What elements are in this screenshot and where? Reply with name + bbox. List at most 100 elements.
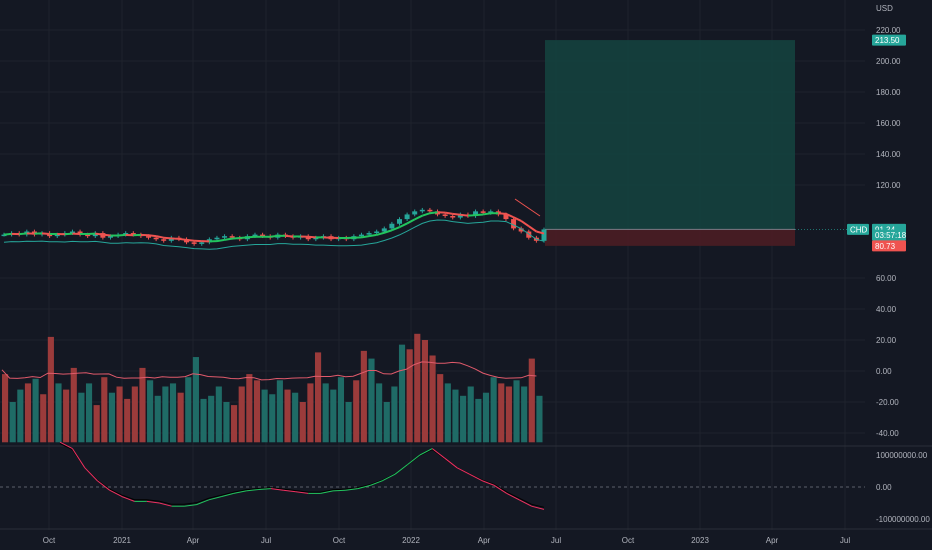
price-tag[interactable] xyxy=(872,34,906,46)
candle[interactable] xyxy=(480,211,486,213)
candle[interactable] xyxy=(488,211,494,213)
candle[interactable] xyxy=(161,239,167,241)
histogram-bar[interactable] xyxy=(414,333,421,443)
candle[interactable] xyxy=(419,209,425,212)
histogram-bar[interactable] xyxy=(322,383,329,443)
histogram-pane[interactable] xyxy=(1,333,543,443)
histogram-bar[interactable] xyxy=(162,386,169,443)
histogram-bar[interactable] xyxy=(513,380,520,443)
candle[interactable] xyxy=(153,237,159,240)
histogram-bar[interactable] xyxy=(131,386,138,443)
candle[interactable] xyxy=(222,236,228,238)
histogram-bar[interactable] xyxy=(498,383,505,443)
candle[interactable] xyxy=(260,234,266,237)
histogram-bar[interactable] xyxy=(330,389,337,443)
histogram-bar[interactable] xyxy=(292,392,299,443)
oscillator-pane[interactable] xyxy=(0,441,865,510)
histogram-bar[interactable] xyxy=(437,374,444,443)
candle[interactable] xyxy=(54,234,60,237)
histogram-bar[interactable] xyxy=(24,383,32,443)
histogram-bar[interactable] xyxy=(147,380,154,443)
candle[interactable] xyxy=(252,234,258,237)
histogram-bar[interactable] xyxy=(460,395,467,443)
histogram-bar[interactable] xyxy=(307,383,314,443)
candle[interactable] xyxy=(191,242,197,244)
candle[interactable] xyxy=(442,214,448,216)
candle[interactable] xyxy=(389,223,395,229)
histogram-bar[interactable] xyxy=(55,383,62,443)
histogram-bar[interactable] xyxy=(475,398,482,443)
histogram-bar[interactable] xyxy=(215,386,222,443)
histogram-bar[interactable] xyxy=(490,377,497,443)
candle[interactable] xyxy=(374,231,380,234)
target-zone[interactable] xyxy=(545,40,795,230)
candle[interactable] xyxy=(511,219,517,229)
price-pane[interactable] xyxy=(1,40,866,250)
candle[interactable] xyxy=(358,234,364,237)
candle[interactable] xyxy=(412,211,418,215)
histogram-bar[interactable] xyxy=(299,402,306,443)
histogram-bar[interactable] xyxy=(376,383,383,443)
histogram-bar[interactable] xyxy=(505,386,512,443)
histogram-bar[interactable] xyxy=(78,392,85,443)
candle[interactable] xyxy=(473,211,479,216)
histogram-bar[interactable] xyxy=(223,402,230,443)
histogram-bar[interactable] xyxy=(284,389,291,443)
candle[interactable] xyxy=(123,233,129,235)
candle[interactable] xyxy=(457,214,463,218)
histogram-bar[interactable] xyxy=(337,377,345,443)
candle[interactable] xyxy=(85,234,91,237)
histogram-bar[interactable] xyxy=(482,392,490,443)
candle[interactable] xyxy=(366,233,372,235)
histogram-bar[interactable] xyxy=(169,383,177,443)
histogram-bar[interactable] xyxy=(93,405,100,443)
histogram-bar[interactable] xyxy=(70,367,77,443)
histogram-bar[interactable] xyxy=(467,386,474,443)
candle[interactable] xyxy=(313,237,319,240)
histogram-bar[interactable] xyxy=(40,394,47,443)
histogram-bar[interactable] xyxy=(124,398,131,443)
candle[interactable] xyxy=(199,242,205,244)
histogram-bar[interactable] xyxy=(360,350,367,443)
histogram-bar[interactable] xyxy=(353,380,360,443)
histogram-bar[interactable] xyxy=(253,380,261,443)
histogram-bar[interactable] xyxy=(269,394,276,443)
histogram-bar[interactable] xyxy=(345,402,352,443)
histogram-bar[interactable] xyxy=(2,374,9,443)
candle[interactable] xyxy=(404,214,410,220)
histogram-bar[interactable] xyxy=(391,386,398,443)
histogram-bar[interactable] xyxy=(32,378,39,443)
histogram-bar[interactable] xyxy=(383,402,390,443)
candle[interactable] xyxy=(107,236,113,238)
candle[interactable] xyxy=(24,231,30,235)
histogram-bar[interactable] xyxy=(314,352,322,443)
histogram-bar[interactable] xyxy=(108,392,116,443)
histogram-bar[interactable] xyxy=(429,355,436,443)
histogram-bar[interactable] xyxy=(47,336,54,443)
candle[interactable] xyxy=(229,236,235,238)
candle[interactable] xyxy=(214,237,220,240)
histogram-bar[interactable] xyxy=(421,340,428,443)
histogram-bar[interactable] xyxy=(528,358,535,443)
histogram-bar[interactable] xyxy=(177,392,184,443)
histogram-bar[interactable] xyxy=(246,374,253,443)
histogram-bar[interactable] xyxy=(398,344,406,443)
histogram-bar[interactable] xyxy=(276,380,283,443)
histogram-bar[interactable] xyxy=(444,383,451,443)
histogram-bar[interactable] xyxy=(192,357,199,443)
candle[interactable] xyxy=(381,228,387,232)
candle[interactable] xyxy=(130,233,136,235)
histogram-bar[interactable] xyxy=(261,389,268,443)
histogram-bar[interactable] xyxy=(521,386,528,443)
histogram-bar[interactable] xyxy=(368,358,375,443)
candle[interactable] xyxy=(541,229,547,241)
histogram-bar[interactable] xyxy=(139,367,146,443)
price-tag[interactable] xyxy=(872,240,906,252)
symbol-badge[interactable] xyxy=(847,223,869,235)
candle[interactable] xyxy=(427,209,433,212)
histogram-bar[interactable] xyxy=(17,389,24,443)
price-tag[interactable] xyxy=(872,229,906,241)
histogram-bar[interactable] xyxy=(200,398,207,443)
histogram-bar[interactable] xyxy=(116,386,123,443)
candle[interactable] xyxy=(69,231,75,234)
